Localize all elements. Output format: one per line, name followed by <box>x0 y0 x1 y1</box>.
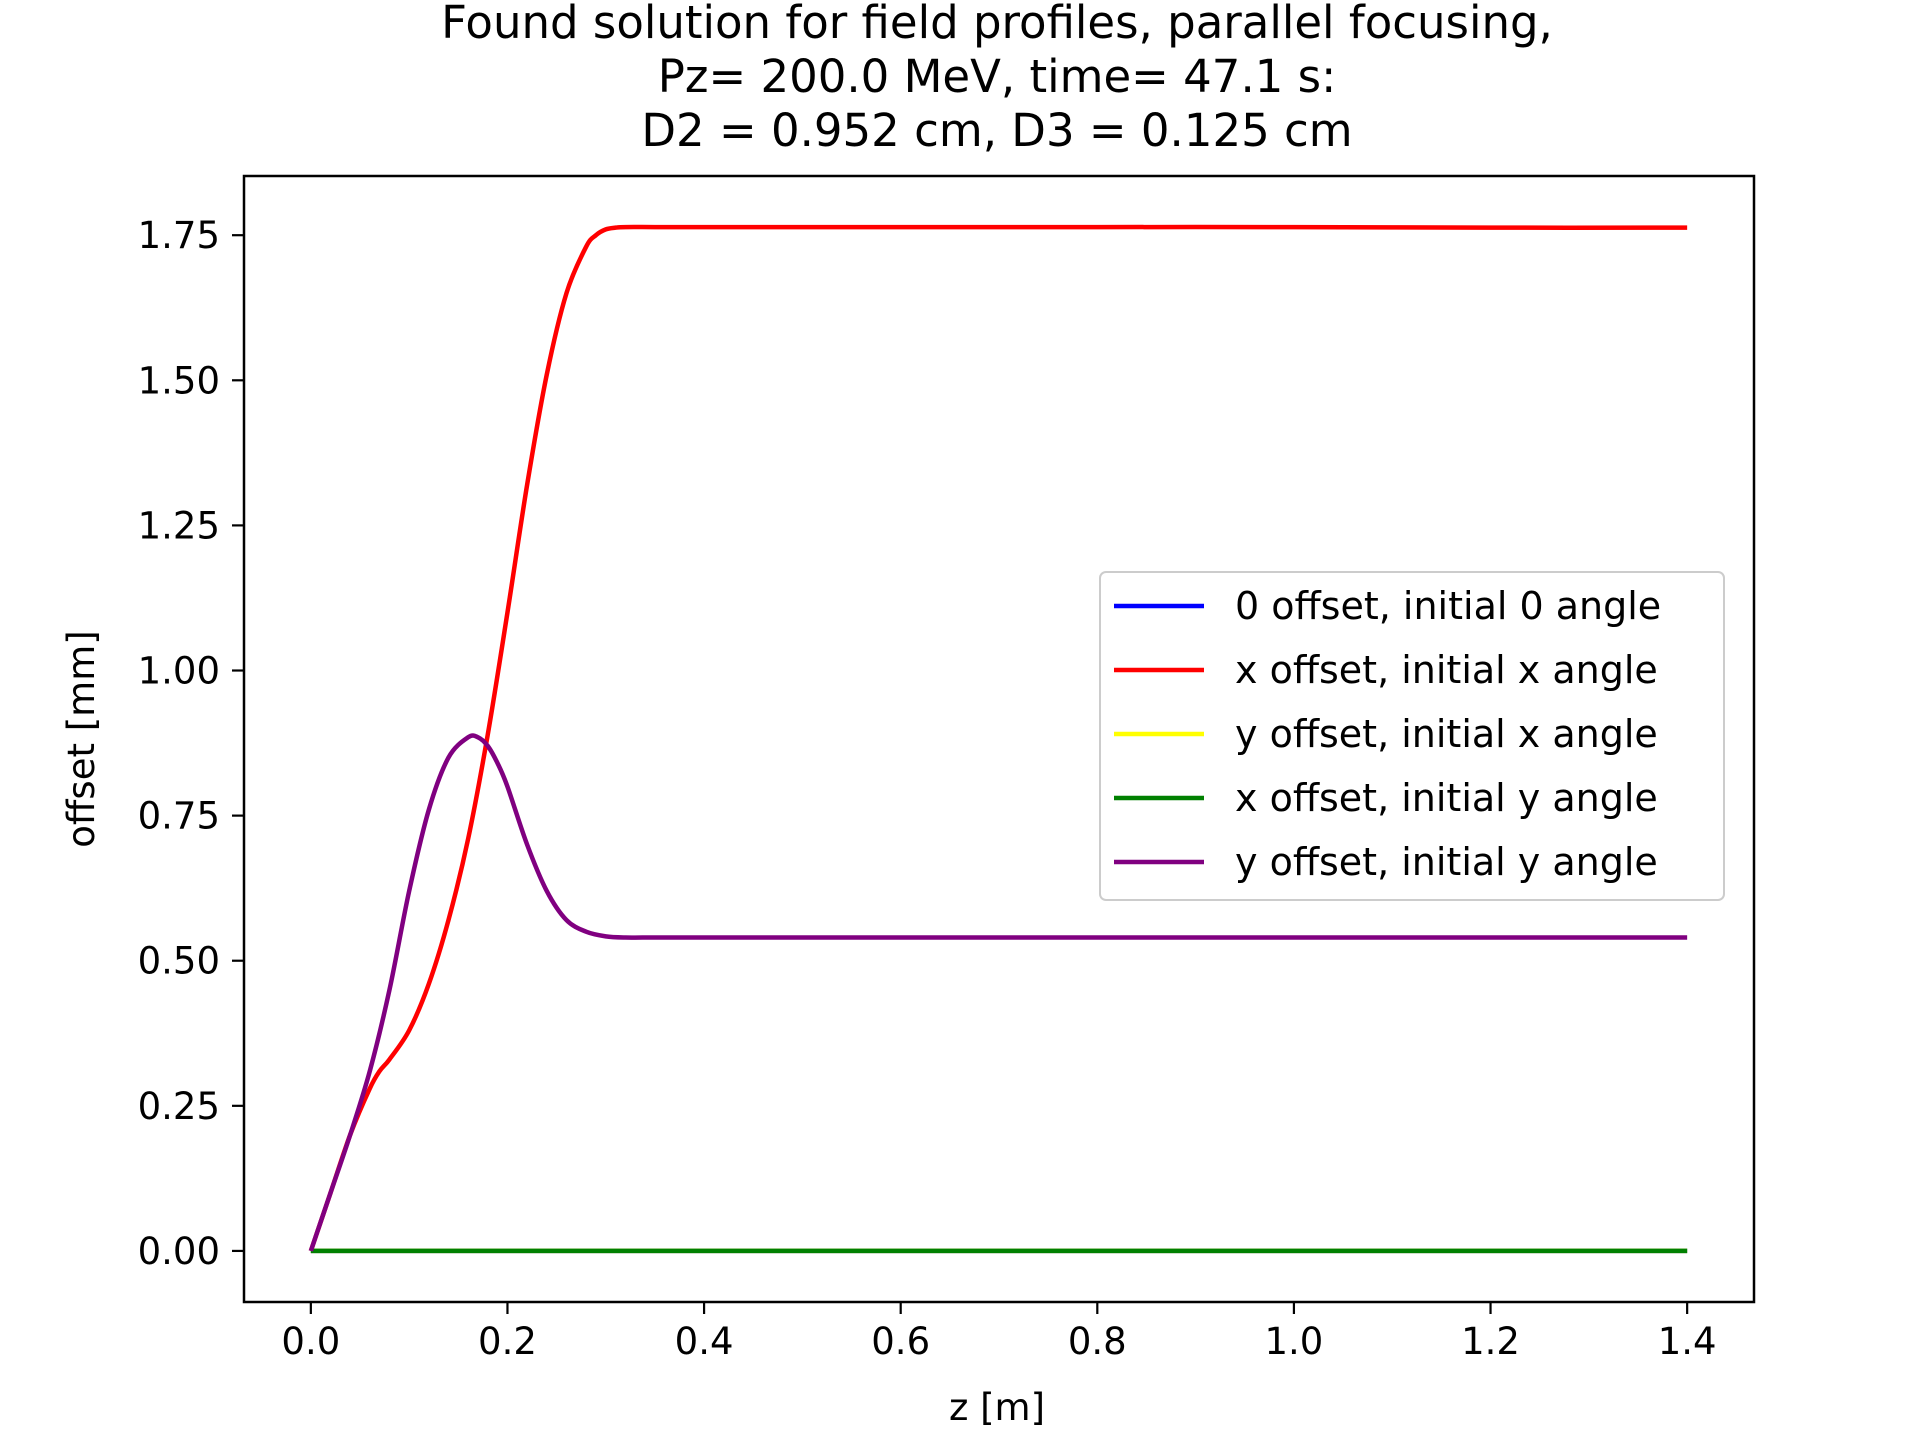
x-tick-label: 1.4 <box>1658 1320 1717 1363</box>
y-axis-label: offset [mm] <box>60 630 103 847</box>
legend-box <box>1099 571 1725 901</box>
x-tick-label: 1.0 <box>1265 1320 1324 1363</box>
y-tick-label: 1.75 <box>138 214 220 257</box>
series-line-2 <box>308 224 1688 1252</box>
y-tick-label: 1.00 <box>138 650 220 693</box>
chart-title: Found solution for field profiles, paral… <box>441 0 1553 157</box>
legend-entry-label: x offset, initial y angle <box>1235 776 1658 820</box>
legend-entry-label: y offset, initial x angle <box>1235 712 1658 756</box>
y-tick-label: 0.50 <box>138 940 220 983</box>
x-tick-label: 1.2 <box>1461 1320 1520 1363</box>
y-tick-label: 1.25 <box>138 504 220 547</box>
legend-entry-label: 0 offset, initial 0 angle <box>1235 584 1661 628</box>
x-tick-label: 0.2 <box>478 1320 537 1363</box>
x-axis-label: z [m] <box>949 1386 1045 1429</box>
legend-entry-label: x offset, initial x angle <box>1235 648 1658 692</box>
y-axis-ticks: 0.00 0.25 0.50 0.75 1.00 1.25 1.50 1.75 <box>138 214 244 1273</box>
x-tick-label: 0.8 <box>1068 1320 1127 1363</box>
x-axis-ticks: 0.0 0.2 0.4 0.6 0.8 1.0 1.2 1.4 <box>281 1302 1717 1363</box>
title-line-1: Found solution for field profiles, paral… <box>441 0 1553 49</box>
y-tick-label: 0.00 <box>138 1230 220 1273</box>
y-tick-label: 0.25 <box>138 1085 220 1128</box>
series-lines <box>308 224 1688 1254</box>
plot-area-frame <box>242 174 1756 1304</box>
y-tick-label: 0.75 <box>138 795 220 838</box>
y-tick-label: 1.50 <box>138 359 220 402</box>
x-tick-label: 0.6 <box>871 1320 930 1363</box>
series-line-5 <box>308 733 1688 1252</box>
legend: 0 offset, initial 0 angle x offset, initi… <box>1099 571 1725 901</box>
title-line-3: D2 = 0.952 cm, D3 = 0.125 cm <box>641 104 1352 157</box>
x-tick-label: 0.0 <box>281 1320 340 1363</box>
x-tick-label: 0.4 <box>675 1320 734 1363</box>
legend-entry-label: y offset, initial y angle <box>1235 840 1658 884</box>
title-line-2: Pz= 200.0 MeV, time= 47.1 s: <box>658 50 1337 103</box>
